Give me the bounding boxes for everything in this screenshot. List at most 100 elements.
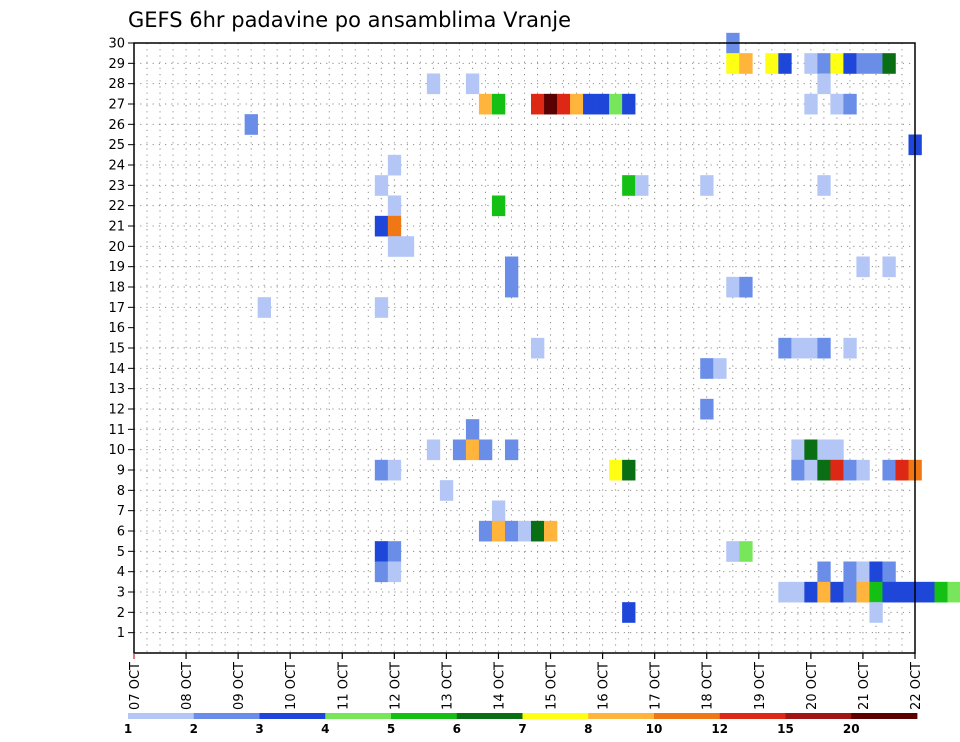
heatmap-cell: [817, 439, 831, 461]
x-tick-label: 18 OCT: [701, 662, 716, 710]
heatmap-cell: [557, 93, 571, 115]
legend-label: 15: [777, 722, 794, 736]
y-tick-label: 10: [108, 443, 125, 458]
heatmap-cell: [856, 459, 870, 481]
heatmap-cell: [882, 459, 896, 481]
x-tick-label: 17 OCT: [649, 662, 664, 710]
legend-swatch: [522, 713, 589, 719]
y-tick-label: 6: [117, 525, 125, 540]
legend-label: 12: [711, 722, 728, 736]
heatmap-cell: [817, 459, 831, 481]
x-tick-label: 16 OCT: [597, 662, 612, 710]
heatmap-cell: [778, 337, 792, 359]
heatmap-cell: [882, 581, 896, 603]
heatmap-cell: [804, 53, 818, 74]
y-tick-label: 11: [108, 423, 125, 438]
heatmap-cell: [374, 215, 389, 237]
y-tick-label: 28: [108, 77, 125, 92]
legend-label: 5: [387, 722, 395, 736]
heatmap-cell: [374, 175, 389, 196]
legend-swatch: [785, 713, 852, 719]
y-tick-label: 24: [108, 159, 125, 174]
x-tick-label: 07 OCT: [128, 662, 143, 710]
heatmap-cell: [374, 459, 389, 481]
heatmap-cell: [856, 581, 870, 603]
heatmap-cell: [504, 256, 519, 278]
heatmap-cell: [452, 439, 467, 461]
heatmap-cell: [817, 581, 831, 603]
x-tick-label: 12 OCT: [388, 662, 403, 710]
heatmap-cell: [765, 53, 779, 74]
y-axis: 1234567891011121314151617181920212223242…: [108, 37, 134, 641]
heatmap-cell: [570, 93, 584, 115]
x-tick-label: 22 OCT: [909, 662, 924, 710]
heatmap-cell: [830, 459, 844, 481]
heatmap-cell: [609, 93, 623, 115]
heatmap-cell: [804, 459, 818, 481]
heatmap-cell: [713, 358, 727, 379]
legend-swatch: [456, 713, 523, 719]
color-legend: 1 2 3 4 5 6 7 8 10 12 15 20: [124, 713, 918, 736]
y-tick-label: 2: [117, 606, 125, 621]
heatmap-cell: [426, 439, 441, 461]
legend-label: 20: [843, 722, 860, 736]
heatmap-cell: [504, 439, 519, 461]
heatmap-cell: [739, 276, 753, 298]
heatmap-cell: [439, 480, 454, 501]
legend-label: 7: [518, 722, 526, 736]
heatmap-cell: [491, 195, 506, 217]
x-tick-label: 08 OCT: [180, 662, 195, 710]
heatmap-cell: [856, 561, 870, 583]
x-axis: 07 OCT 08 OCT 09 OCT 10 OCT 11 OCT 12 OCT 13 O…: [128, 653, 924, 710]
heatmap-cell: [830, 93, 844, 115]
heatmap-cell: [257, 297, 271, 318]
y-tick-label: 7: [117, 504, 125, 519]
heatmap-cell: [895, 581, 909, 603]
y-tick-label: 13: [108, 382, 125, 397]
heatmap-cell: [583, 93, 597, 115]
heatmap-cell: [635, 175, 649, 196]
heatmap-cell: [504, 276, 519, 298]
heatmap-cell: [856, 53, 870, 74]
heatmap-cell: [895, 459, 909, 481]
y-tick-label: 16: [108, 321, 125, 336]
heatmap-cell: [622, 602, 636, 623]
heatmap-cell: [400, 236, 415, 257]
heatmap-cell: [387, 215, 402, 237]
x-tick-label: 21 OCT: [857, 662, 872, 710]
heatmap-cell: [700, 358, 714, 379]
y-tick-label: 23: [108, 179, 125, 194]
heatmap-cell: [596, 93, 610, 115]
heatmap-cell: [778, 53, 792, 74]
heatmap-cell: [478, 520, 493, 542]
heatmap-cell: [531, 337, 545, 359]
heatmap-cells: [244, 32, 960, 623]
y-tick-label: 25: [108, 138, 125, 153]
heatmap-cell: [478, 93, 493, 115]
heatmap-cell: [869, 602, 883, 623]
heatmap-cell: [817, 175, 831, 196]
x-tick-label: 20 OCT: [805, 662, 820, 710]
heatmap-cell: [374, 561, 389, 583]
y-tick-label: 18: [108, 281, 125, 296]
heatmap-cell: [491, 520, 506, 542]
y-tick-label: 9: [117, 464, 125, 479]
heatmap-cell: [622, 93, 636, 115]
heatmap-cell: [921, 581, 935, 603]
y-tick-label: 15: [108, 342, 125, 357]
heatmap-cell: [856, 256, 870, 278]
legend-label: 3: [255, 722, 263, 736]
heatmap-cell: [830, 581, 844, 603]
heatmap-cell: [622, 175, 636, 196]
heatmap-cell: [791, 439, 805, 461]
heatmap-cell: [843, 337, 857, 359]
heatmap-cell: [387, 195, 402, 217]
heatmap-cell: [374, 297, 389, 318]
legend-swatch: [325, 713, 392, 719]
heatmap-cell: [387, 236, 402, 257]
y-tick-label: 1: [117, 626, 125, 641]
heatmap-cell: [739, 53, 753, 74]
heatmap-cell: [791, 337, 805, 359]
heatmap-cell: [700, 398, 714, 420]
